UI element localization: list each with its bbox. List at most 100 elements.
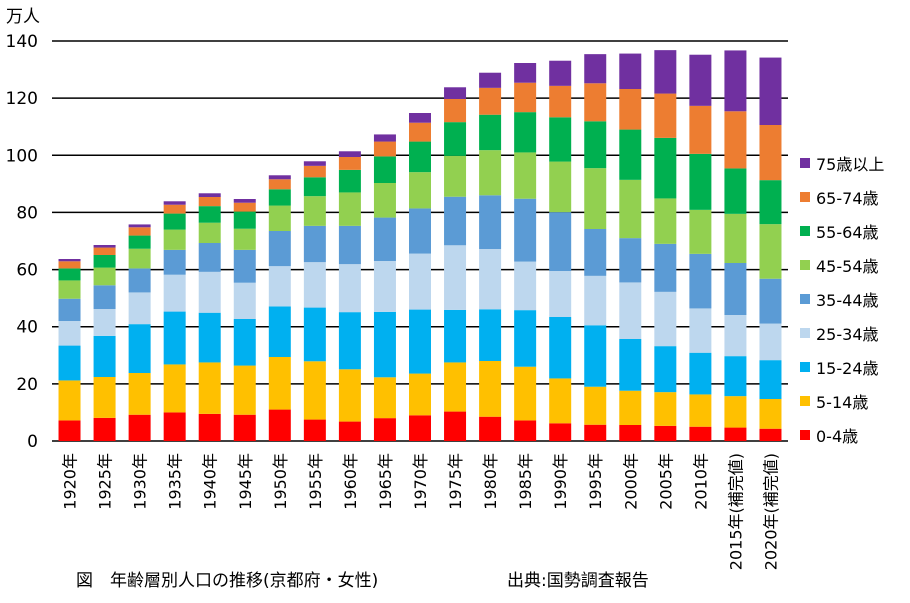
bar-segment (514, 310, 537, 367)
bar-segment (233, 365, 256, 415)
bar-segment (303, 225, 326, 263)
legend-item: 65-74歳 (800, 180, 884, 214)
bar-segment (93, 377, 116, 418)
bar-segment (479, 249, 502, 310)
bar-segment (373, 156, 396, 183)
y-tick-label: 20 (16, 375, 38, 395)
legend-swatch (800, 226, 810, 236)
legend-label: 25-34歳 (816, 325, 879, 344)
bar-segment (163, 213, 186, 230)
bar-segment (654, 425, 677, 441)
bar-segment (338, 264, 361, 313)
bar-segment (93, 267, 116, 286)
bar-segment (163, 311, 186, 365)
bar-segment (198, 197, 221, 207)
bar-segment (479, 361, 502, 417)
bar-segment (514, 112, 537, 153)
bar-segment (619, 89, 642, 130)
bar-segment (724, 315, 747, 357)
bar-segment (93, 309, 116, 336)
bar-segment (58, 321, 81, 346)
bar-segment (198, 271, 221, 313)
bar-segment (268, 179, 291, 190)
bar-segment (163, 204, 186, 214)
bar-segment (654, 93, 677, 138)
bar-segment (163, 274, 186, 312)
legend-swatch (800, 430, 810, 440)
bar-segment (724, 356, 747, 397)
x-tick-label: 1960年 (341, 453, 360, 510)
legend-item: 0-4歳 (800, 418, 884, 452)
bar-segment (619, 53, 642, 89)
bar-segment (128, 414, 151, 441)
bar-segment (549, 161, 572, 213)
bar-segment (619, 282, 642, 339)
bar-segment (654, 243, 677, 292)
bar-segment (584, 168, 607, 229)
bar-segment (654, 50, 677, 94)
bar-segment (58, 268, 81, 281)
y-axis-unit-label: 万人 (6, 7, 40, 27)
bar-segment (338, 151, 361, 157)
bar-segment (584, 275, 607, 326)
bar-segment (198, 362, 221, 414)
bar-segment (303, 165, 326, 178)
legend-label: 0-4歳 (816, 427, 859, 446)
bar-segment (444, 245, 467, 310)
bar-segment (444, 122, 467, 156)
bar-segment (444, 411, 467, 441)
bar-segment (654, 346, 677, 393)
bar-segment (584, 83, 607, 122)
bar-segment (619, 179, 642, 239)
bar-segment (268, 266, 291, 307)
bar-segment (338, 421, 361, 441)
bar-segment (724, 213, 747, 263)
bar-segment (268, 306, 291, 357)
bar-segment (163, 412, 186, 441)
legend-label: 45-54歳 (816, 257, 879, 276)
bar-segment (724, 111, 747, 169)
bar-segment (584, 325, 607, 387)
bar-segment (338, 169, 361, 193)
x-tick-label: 1940年 (201, 453, 220, 510)
bar-segment (58, 280, 81, 299)
x-tick-label: 1975年 (446, 453, 465, 510)
bar-segment (303, 161, 326, 166)
y-axis-ticks: 0 20 40 60 80 100 120 140 (6, 32, 38, 452)
bar-segment (549, 271, 572, 317)
bar-segment (689, 394, 712, 427)
bar-segment (303, 361, 326, 420)
bar-segment (303, 196, 326, 226)
legend-item: 45-54歳 (800, 248, 884, 282)
bar-segment (689, 105, 712, 154)
bar-segment (479, 309, 502, 361)
x-tick-label: 1950年 (271, 453, 290, 510)
bar-segment (338, 157, 361, 170)
bar-segment (549, 117, 572, 162)
bar-segment (303, 177, 326, 197)
legend-swatch (800, 396, 810, 406)
x-tick-label: 1930年 (131, 453, 150, 510)
bar-segment (338, 192, 361, 226)
bar-segment (724, 263, 747, 315)
bar-segment (373, 311, 396, 378)
bar-segment (303, 262, 326, 308)
bar-segment (163, 201, 186, 205)
legend-swatch (800, 158, 810, 168)
bar-segment (479, 87, 502, 115)
bar-segment (233, 202, 256, 212)
legend-item: 35-44歳 (800, 282, 884, 316)
bar-segment (163, 229, 186, 250)
bar-segment (724, 427, 747, 441)
bar-segment (409, 373, 431, 416)
legend-swatch (800, 294, 810, 304)
bar-segment (724, 168, 747, 214)
bar-segment (409, 122, 431, 142)
bar-segment (759, 125, 782, 181)
bar-segment (93, 247, 116, 255)
bar-segment (759, 360, 782, 399)
bar-segment (619, 129, 642, 180)
bar-segment (759, 428, 782, 441)
bar-segment (444, 362, 467, 412)
